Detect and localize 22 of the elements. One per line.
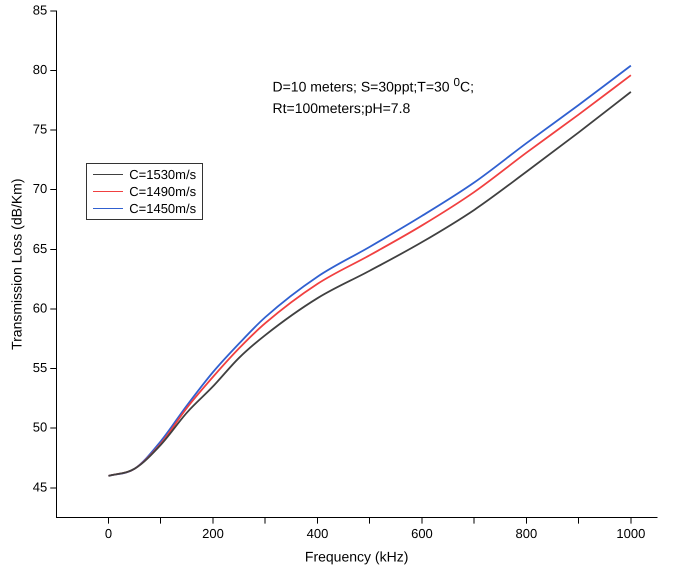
- annotation: Rt=100meters;pH=7.8: [272, 99, 412, 118]
- y-tick-label: 80: [32, 62, 48, 77]
- y-tick-label: 85: [32, 2, 48, 18]
- x-tick-label: 1000: [616, 526, 646, 541]
- legend-label: C=1530m/s: [129, 166, 196, 182]
- y-tick-label: 45: [32, 479, 48, 494]
- x-tick-label: 200: [202, 526, 224, 541]
- x-tick-label: 400: [306, 526, 328, 541]
- y-tick-label: 65: [32, 240, 48, 256]
- x-tick-label: 0: [104, 526, 112, 541]
- y-tick-label: 60: [32, 300, 48, 316]
- legend-label: C=1450m/s: [129, 200, 196, 216]
- annotation: D=10 meters; S=30ppt;T=30 $^{0}$C;: [272, 74, 474, 96]
- legend-label: C=1490m/s: [129, 184, 196, 199]
- x-axis-title: Frequency (kHz): [304, 548, 408, 564]
- y-axis-title: Transmission Loss (dB/Km): [8, 178, 24, 350]
- x-tick-label: 800: [516, 526, 538, 541]
- y-tick-label: 70: [32, 181, 48, 196]
- y-tick-label: 55: [32, 360, 48, 376]
- y-tick-label: 75: [32, 122, 48, 137]
- y-tick-label: 50: [32, 420, 48, 435]
- x-tick-label: 600: [411, 526, 433, 541]
